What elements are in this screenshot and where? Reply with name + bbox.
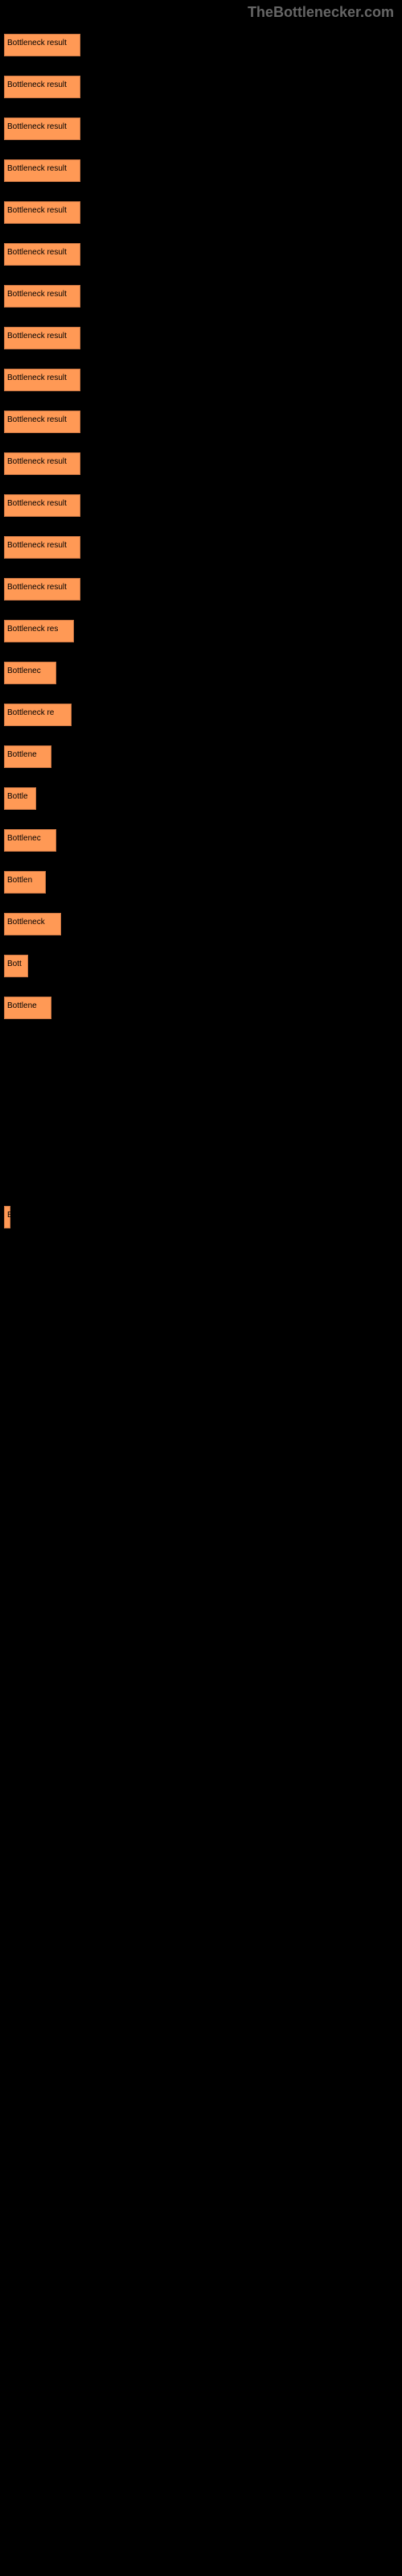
bar-row: Bottleneck result xyxy=(4,317,398,356)
bar-label: Bottleneck result xyxy=(7,457,67,466)
bar-row: Bottlene xyxy=(4,736,398,774)
bar-label: Bottlen xyxy=(7,876,32,885)
bar-label: Bottleneck result xyxy=(7,541,67,550)
bar-row: Bottlenec xyxy=(4,819,398,858)
bar-label: Bottleneck result xyxy=(7,583,67,592)
bar-label: Bottle xyxy=(7,792,28,801)
bar-label: Bottleneck result xyxy=(7,164,67,173)
bar-label: Bottleneck re xyxy=(7,708,54,717)
bar-chart: Bottleneck result Bottleneck result Bottle… xyxy=(4,24,398,1238)
bar-row: Bottleneck result xyxy=(4,485,398,523)
bar-row: Bottleneck re xyxy=(4,694,398,733)
bar-label: Bottleneck result xyxy=(7,39,67,47)
bar-label: Bottlenec xyxy=(7,834,41,843)
bar-row xyxy=(4,1071,398,1109)
bar-label: Bottleneck result xyxy=(7,499,67,508)
bar-label: Bottleneck result xyxy=(7,122,67,131)
bar-row: Bottleneck result xyxy=(4,526,398,565)
bar-label: Bottleneck result xyxy=(7,248,67,257)
bar-label: Bottleneck result xyxy=(7,206,67,215)
bar-label: Bott xyxy=(7,960,22,968)
bar-row: Bottlenec xyxy=(4,652,398,691)
bar-label: Bottleneck result xyxy=(7,80,67,89)
bar-row: Bottlene xyxy=(4,987,398,1026)
bar-label: Bottlene xyxy=(7,750,37,759)
bar-row: Bott xyxy=(4,945,398,984)
bar-row: Bottleneck result xyxy=(4,359,398,398)
logo-text: TheBottlenecker.com xyxy=(248,4,394,21)
bar-row: Bottleneck result xyxy=(4,24,398,63)
bar-row xyxy=(4,1029,398,1067)
bar-row: Bottleneck result xyxy=(4,66,398,105)
bar-label: B xyxy=(7,1211,13,1220)
bar-row: Bottleneck result xyxy=(4,443,398,481)
bar-label: Bottlenec xyxy=(7,667,41,675)
bar-row: Bottlen xyxy=(4,861,398,900)
bar-label: Bottleneck result xyxy=(7,332,67,341)
bar-row: Bottleneck xyxy=(4,903,398,942)
bar-label: Bottleneck result xyxy=(7,374,67,382)
bar-row: Bottle xyxy=(4,778,398,816)
bar-label: Bottleneck result xyxy=(7,290,67,299)
bar-label: Bottlene xyxy=(7,1001,37,1010)
bar-row: Bottleneck result xyxy=(4,233,398,272)
bar-row: Bottleneck result xyxy=(4,108,398,147)
bar-row xyxy=(4,1113,398,1151)
bar-row: Bottleneck result xyxy=(4,150,398,188)
bar-row: B xyxy=(4,1196,398,1235)
bar-row xyxy=(4,1154,398,1193)
bar-row: Bottleneck result xyxy=(4,192,398,230)
bar-row: Bottleneck result xyxy=(4,401,398,440)
bar-label: Bottleneck xyxy=(7,918,45,927)
bar-row: Bottleneck result xyxy=(4,275,398,314)
bar-label: Bottleneck result xyxy=(7,415,67,424)
bar-row: Bottleneck result xyxy=(4,568,398,607)
bar-row: Bottleneck res xyxy=(4,610,398,649)
bar-label: Bottleneck res xyxy=(7,625,58,634)
